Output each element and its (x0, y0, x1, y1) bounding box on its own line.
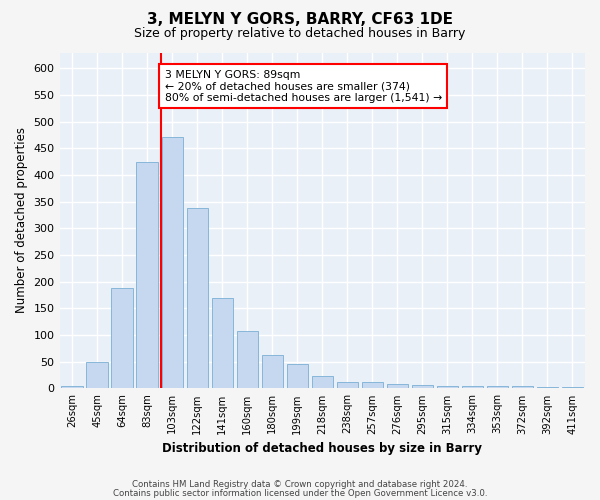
Bar (86, 362, 108, 388)
Bar (512, 386, 533, 388)
Text: 3 MELYN Y GORS: 89sqm
← 20% of detached houses are smaller (374)
80% of semi-det: 3 MELYN Y GORS: 89sqm ← 20% of detached … (164, 70, 442, 103)
Bar (412, 384, 433, 388)
Bar (136, 162, 158, 388)
Bar (61, 386, 83, 388)
Bar (161, 136, 183, 388)
Text: Contains HM Land Registry data © Crown copyright and database right 2024.: Contains HM Land Registry data © Crown c… (132, 480, 468, 489)
Y-axis label: Number of detached properties: Number of detached properties (15, 128, 28, 314)
Bar (437, 386, 458, 388)
Bar (187, 208, 208, 388)
Bar (562, 387, 583, 388)
Bar (112, 288, 133, 388)
Text: Size of property relative to detached houses in Barry: Size of property relative to detached ho… (134, 28, 466, 40)
Text: Contains public sector information licensed under the Open Government Licence v3: Contains public sector information licen… (113, 489, 487, 498)
Bar (462, 386, 483, 388)
Bar (387, 384, 408, 388)
Bar (537, 387, 558, 388)
Text: 3, MELYN Y GORS, BARRY, CF63 1DE: 3, MELYN Y GORS, BARRY, CF63 1DE (147, 12, 453, 28)
X-axis label: Distribution of detached houses by size in Barry: Distribution of detached houses by size … (162, 442, 482, 455)
Bar (362, 382, 383, 388)
Bar (487, 386, 508, 388)
Bar (236, 332, 258, 388)
Bar (262, 356, 283, 388)
Bar (311, 376, 333, 388)
Bar (212, 298, 233, 388)
Bar (287, 364, 308, 388)
Bar (337, 382, 358, 388)
